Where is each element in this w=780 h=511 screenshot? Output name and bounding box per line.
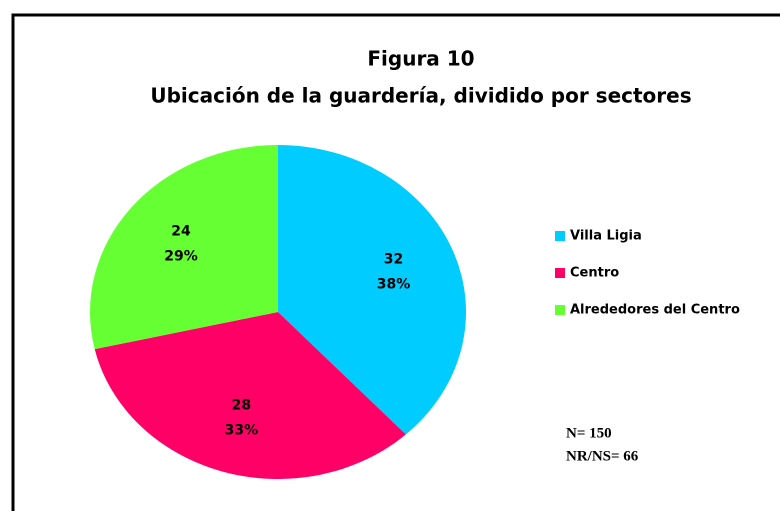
legend-swatch xyxy=(555,268,565,278)
legend-label: Alrededores del Centro xyxy=(570,303,740,318)
pie-slice xyxy=(94,312,406,479)
annotation: NR/NS= 66 xyxy=(566,448,639,464)
data-label: 32 xyxy=(384,252,403,268)
legend-swatch xyxy=(555,231,565,241)
data-label: 24 xyxy=(171,223,191,239)
legend-swatch xyxy=(555,305,565,315)
percent-label: 38% xyxy=(377,277,411,293)
legend-label: Villa Ligia xyxy=(570,229,642,244)
annotation: N= 150 xyxy=(566,425,612,441)
percent-label: 33% xyxy=(225,422,259,438)
pie-slice xyxy=(89,145,278,350)
percent-label: 29% xyxy=(164,248,198,264)
chart-subtitle: Ubicación de la guardería, dividido por … xyxy=(150,84,691,108)
data-label: 28 xyxy=(232,397,251,413)
pie-slice xyxy=(278,145,467,435)
legend-label: Centro xyxy=(570,266,619,281)
chart-title: Figura 10 xyxy=(367,47,474,71)
